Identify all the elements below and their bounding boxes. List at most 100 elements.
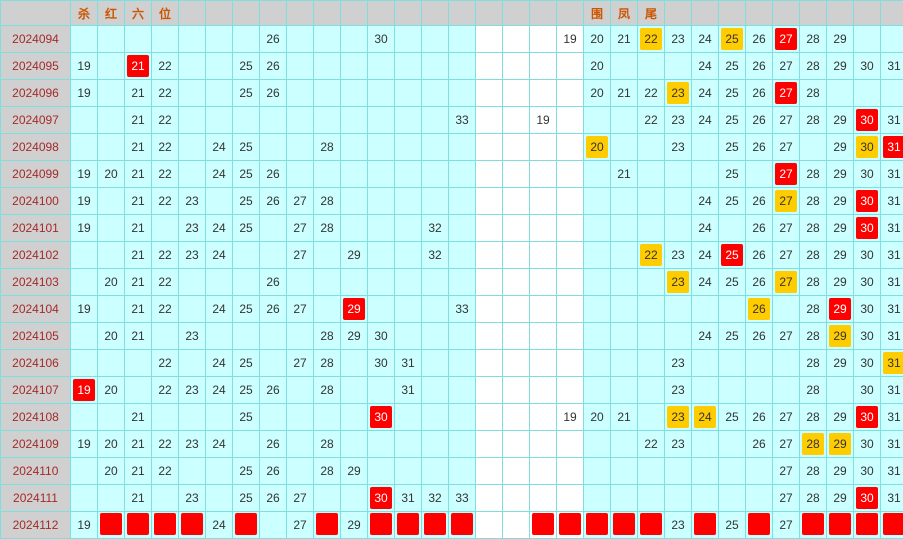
cell-value: 26 xyxy=(748,217,770,239)
cell-value: 27 xyxy=(289,352,311,374)
cell: 24 xyxy=(692,188,719,215)
cell-value: 28 xyxy=(802,28,824,50)
cell: 26 xyxy=(746,107,773,134)
cell: 29 xyxy=(341,512,368,539)
cell-value: 28 xyxy=(316,217,338,239)
cell xyxy=(476,134,503,161)
cell-value: 19 xyxy=(73,298,95,320)
cell xyxy=(746,458,773,485)
col-header-21: 尾 xyxy=(638,1,665,26)
cell: 19 xyxy=(71,80,98,107)
cell xyxy=(476,215,503,242)
cell xyxy=(746,377,773,404)
table-row: 2024107192022232425262831232830313233 xyxy=(1,377,903,404)
cell: 31 xyxy=(395,485,422,512)
cell-value: 22 xyxy=(640,28,662,50)
cell: 26 xyxy=(260,53,287,80)
cell-value: 22 xyxy=(640,82,662,104)
cell xyxy=(422,107,449,134)
cell xyxy=(476,485,503,512)
cell: 25 xyxy=(719,26,746,53)
cell: 19 xyxy=(71,53,98,80)
cell: 30 xyxy=(854,269,881,296)
cell xyxy=(503,26,530,53)
cell-value: 24 xyxy=(694,109,716,131)
cell xyxy=(152,512,179,539)
cell: 23 xyxy=(179,242,206,269)
cell-value: 19 xyxy=(73,82,95,104)
cell: 30 xyxy=(854,134,881,161)
cell xyxy=(368,188,395,215)
cell xyxy=(287,377,314,404)
cell xyxy=(476,512,503,539)
cell: 31 xyxy=(881,242,903,269)
cell xyxy=(179,458,206,485)
cell: 22 xyxy=(638,26,665,53)
cell-value: 27 xyxy=(775,28,797,50)
cell xyxy=(584,458,611,485)
cell: 25 xyxy=(233,350,260,377)
cell-value: 31 xyxy=(883,136,903,158)
cell xyxy=(746,512,773,539)
cell-value: 24 xyxy=(208,514,230,536)
cell xyxy=(611,107,638,134)
cell-value xyxy=(559,513,581,535)
cell xyxy=(692,485,719,512)
cell-value: 29 xyxy=(829,190,851,212)
cell: 19 xyxy=(557,404,584,431)
cell-value: 24 xyxy=(694,325,716,347)
cell xyxy=(206,80,233,107)
cell xyxy=(395,269,422,296)
cell: 25 xyxy=(719,80,746,107)
col-header-7 xyxy=(260,1,287,26)
cell-value: 25 xyxy=(235,136,257,158)
cell xyxy=(692,134,719,161)
cell xyxy=(557,107,584,134)
cell-value: 30 xyxy=(856,136,878,158)
cell xyxy=(503,512,530,539)
cell-value: 26 xyxy=(262,82,284,104)
cell: 19 xyxy=(530,107,557,134)
cell: 27 xyxy=(773,161,800,188)
cell: 27 xyxy=(287,296,314,323)
cell-value xyxy=(316,513,338,535)
cell xyxy=(530,134,557,161)
cell: 29 xyxy=(341,323,368,350)
cell: 27 xyxy=(287,215,314,242)
cell: 25 xyxy=(719,404,746,431)
cell-value: 28 xyxy=(802,190,824,212)
cell: 25 xyxy=(719,107,746,134)
cell-value: 27 xyxy=(289,298,311,320)
cell xyxy=(71,323,98,350)
cell-value: 31 xyxy=(883,352,903,374)
cell xyxy=(584,161,611,188)
cell xyxy=(422,269,449,296)
cell xyxy=(98,296,125,323)
cell xyxy=(152,485,179,512)
col-header-22 xyxy=(665,1,692,26)
cell: 24 xyxy=(692,215,719,242)
col-header-3: 位 xyxy=(152,1,179,26)
cell xyxy=(638,188,665,215)
cell xyxy=(233,431,260,458)
cell xyxy=(503,485,530,512)
cell xyxy=(314,107,341,134)
cell: 27 xyxy=(287,242,314,269)
cell-value: 20 xyxy=(100,433,122,455)
cell-value: 31 xyxy=(397,352,419,374)
cell: 25 xyxy=(233,485,260,512)
cell xyxy=(665,53,692,80)
cell-value: 21 xyxy=(613,82,635,104)
cell xyxy=(584,350,611,377)
cell xyxy=(503,134,530,161)
cell xyxy=(206,107,233,134)
cell xyxy=(584,242,611,269)
lottery-grid: 杀红六位围凤尾 20240942630192021222324252627282… xyxy=(0,0,903,539)
cell: 24 xyxy=(692,26,719,53)
cell xyxy=(314,296,341,323)
cell-value: 22 xyxy=(154,55,176,77)
cell xyxy=(638,269,665,296)
cell xyxy=(125,377,152,404)
cell-value: 32 xyxy=(424,244,446,266)
cell xyxy=(233,269,260,296)
